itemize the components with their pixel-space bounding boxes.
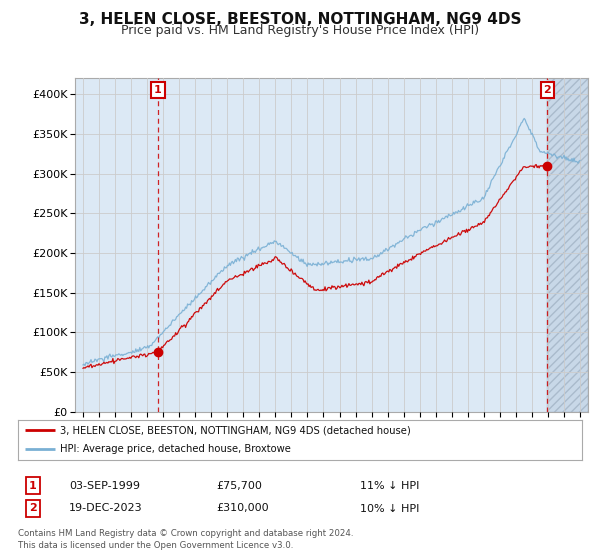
Text: £310,000: £310,000	[216, 503, 269, 514]
Text: 03-SEP-1999: 03-SEP-1999	[69, 480, 140, 491]
Text: 2: 2	[544, 85, 551, 95]
Bar	[547, 78, 588, 412]
Text: 3, HELEN CLOSE, BEESTON, NOTTINGHAM, NG9 4DS: 3, HELEN CLOSE, BEESTON, NOTTINGHAM, NG9…	[79, 12, 521, 27]
Text: HPI: Average price, detached house, Broxtowe: HPI: Average price, detached house, Brox…	[60, 444, 291, 454]
Text: This data is licensed under the Open Government Licence v3.0.: This data is licensed under the Open Gov…	[18, 541, 293, 550]
Text: 3, HELEN CLOSE, BEESTON, NOTTINGHAM, NG9 4DS (detached house): 3, HELEN CLOSE, BEESTON, NOTTINGHAM, NG9…	[60, 425, 411, 435]
Text: Contains HM Land Registry data © Crown copyright and database right 2024.: Contains HM Land Registry data © Crown c…	[18, 529, 353, 538]
Text: 11% ↓ HPI: 11% ↓ HPI	[360, 480, 419, 491]
Text: 10% ↓ HPI: 10% ↓ HPI	[360, 503, 419, 514]
Text: 19-DEC-2023: 19-DEC-2023	[69, 503, 143, 514]
Text: 2: 2	[29, 503, 37, 514]
Text: 1: 1	[29, 480, 37, 491]
Text: 1: 1	[154, 85, 162, 95]
Text: £75,700: £75,700	[216, 480, 262, 491]
Bar	[547, 78, 588, 412]
Text: Price paid vs. HM Land Registry's House Price Index (HPI): Price paid vs. HM Land Registry's House …	[121, 24, 479, 36]
